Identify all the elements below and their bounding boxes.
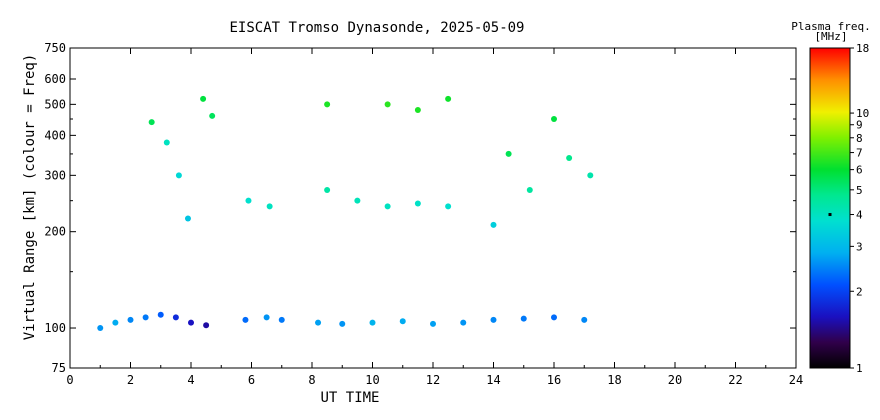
data-point: [566, 154, 573, 161]
colorbar-tick-label: 2: [856, 285, 863, 298]
data-point: [581, 316, 588, 323]
data-point: [490, 221, 497, 228]
data-point: [112, 319, 119, 326]
colorbar-tick-label: 1: [856, 362, 863, 375]
colorbar-title-line1: Plasma freq.: [791, 20, 870, 33]
data-point: [163, 139, 170, 146]
data-point: [551, 115, 557, 122]
data-point: [142, 314, 149, 321]
data-point: [184, 215, 191, 222]
x-tick-label: 4: [187, 373, 194, 387]
x-tick-label: 20: [668, 373, 682, 387]
data-point: [414, 200, 421, 207]
chart-title: EISCAT Tromso Dynasonde, 2025-05-09: [229, 20, 524, 36]
data-point: [520, 315, 527, 322]
data-point: [175, 172, 182, 179]
y-tick-label: 100: [44, 321, 66, 335]
data-point: [445, 95, 452, 102]
x-tick-label: 18: [607, 373, 621, 387]
x-tick-label: 10: [365, 373, 379, 387]
series-group: [97, 311, 588, 332]
x-tick-label: 24: [789, 373, 803, 387]
x-tick-label: 8: [308, 373, 315, 387]
y-axis-label: Virtual Range [km] (colour = Freq): [22, 54, 38, 341]
plot-frame: [69, 47, 797, 369]
data-point: [242, 316, 249, 323]
x-tick-label: 6: [248, 373, 255, 387]
x-tick-label: 12: [426, 373, 440, 387]
colorbar-tick-label: 6: [856, 164, 863, 177]
data-point: [266, 203, 273, 210]
x-tick-label: 22: [728, 373, 742, 387]
colorbar-tick-label: 9: [856, 119, 863, 132]
x-tick-label: 0: [66, 373, 73, 387]
data-point: [414, 107, 421, 114]
data-point: [324, 101, 331, 108]
y-tick-label: 75: [52, 361, 66, 375]
colorbar-tick-label: 3: [856, 240, 863, 253]
data-point: [369, 319, 376, 326]
data-point: [505, 150, 512, 157]
data-point: [490, 316, 497, 323]
data-point: [430, 320, 436, 327]
data-point: [127, 316, 134, 323]
colorbar-title-line2: [MHz]: [814, 30, 847, 43]
data-point: [526, 186, 533, 193]
data-point: [188, 319, 194, 326]
y-tick-label: 300: [44, 168, 66, 182]
colorbar: [809, 47, 851, 369]
data-point: [203, 322, 210, 329]
y-tick-label: 500: [44, 97, 66, 111]
y-tick-label: 200: [44, 225, 66, 239]
x-axis: 0 2 4 6 8 10 12 14 16 18 20 22 24: [66, 48, 803, 387]
data-layer: [97, 95, 594, 332]
data-point: [460, 319, 467, 326]
data-point: [551, 314, 557, 321]
x-tick-label: 16: [547, 373, 561, 387]
data-point: [209, 112, 216, 119]
data-point: [587, 172, 594, 179]
data-point: [339, 320, 346, 327]
data-point: [97, 325, 104, 332]
y-tick-label: 400: [44, 128, 66, 142]
data-point: [384, 203, 391, 210]
colorbar-tick-label: 7: [856, 147, 863, 160]
data-point: [263, 314, 270, 321]
x-tick-label: 2: [127, 373, 134, 387]
x-axis-label: UT TIME: [320, 390, 379, 406]
series-group: [148, 95, 594, 228]
colorbar-tick-label: 8: [856, 132, 863, 145]
y-axis: 75 100 200 300 400 500 600 750: [44, 41, 796, 375]
data-point: [245, 197, 252, 204]
y-tick-label: 600: [44, 72, 66, 86]
x-tick-label: 14: [486, 373, 500, 387]
data-point: [157, 311, 164, 318]
data-point: [172, 314, 179, 321]
colorbar-tick-label: 4: [856, 209, 863, 222]
y-tick-label: 750: [44, 41, 66, 55]
colorbar-tick-label: 18: [856, 42, 869, 55]
data-point: [354, 197, 361, 204]
data-point: [278, 316, 285, 323]
colorbar-marker: [828, 213, 832, 217]
colorbar-tick-label: 10: [856, 107, 869, 120]
data-point: [445, 203, 452, 210]
data-point: [324, 186, 331, 193]
data-point: [148, 119, 155, 126]
colorbar-tick-label: 5: [856, 184, 863, 197]
data-point: [399, 318, 406, 325]
data-point: [200, 95, 207, 102]
data-point: [315, 319, 322, 326]
data-point: [384, 101, 391, 108]
